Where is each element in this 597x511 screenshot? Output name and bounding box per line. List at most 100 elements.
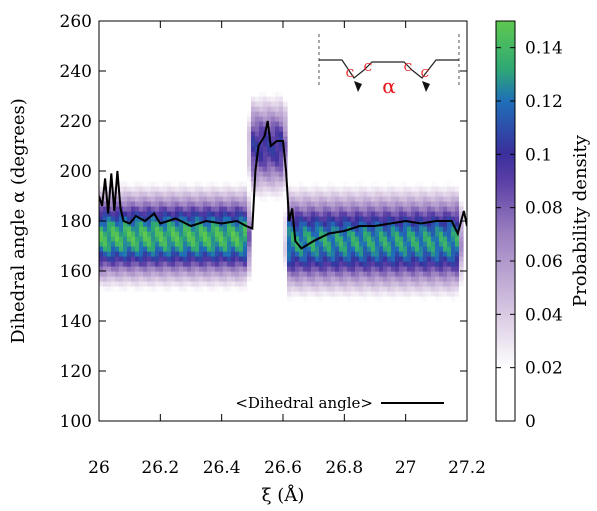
heatmap-cell <box>207 236 212 242</box>
heatmap-cell <box>155 281 160 287</box>
heatmap-cell <box>387 281 392 287</box>
heatmap-cell <box>231 271 236 277</box>
heatmap-cell <box>331 186 336 192</box>
heatmap-cell <box>423 206 428 212</box>
heatmap-cell <box>215 246 220 252</box>
heatmap-cell <box>423 301 428 307</box>
heatmap-cell <box>127 176 132 182</box>
heatmap-cell <box>295 226 300 232</box>
heatmap-cell <box>139 241 144 247</box>
heatmap-cell <box>407 196 412 202</box>
heatmap-cell <box>103 251 108 257</box>
heatmap-cell <box>195 231 200 237</box>
heatmap-cell <box>247 276 252 282</box>
heatmap-cell <box>279 176 284 182</box>
heatmap-cell <box>159 286 164 292</box>
heatmap-cell <box>287 236 292 242</box>
heatmap-cell <box>395 226 400 232</box>
heatmap-cell <box>435 206 440 212</box>
heatmap-cell <box>431 236 436 242</box>
heatmap-cell <box>459 206 464 212</box>
heatmap-cell <box>151 231 156 237</box>
heatmap-cell <box>351 216 356 222</box>
heatmap-cell <box>271 101 276 107</box>
heatmap-cell <box>139 206 144 212</box>
heatmap-cell <box>347 286 352 292</box>
heatmap-cell <box>335 241 340 247</box>
heatmap-cell <box>307 251 312 257</box>
heatmap-cell <box>283 101 288 107</box>
heatmap-cell <box>331 266 336 272</box>
heatmap-cell <box>323 271 328 277</box>
heatmap-cell <box>319 226 324 232</box>
heatmap-cell <box>455 286 460 292</box>
heatmap-cell <box>295 236 300 242</box>
heatmap-cell <box>427 296 432 302</box>
heatmap-cell <box>227 231 232 237</box>
heatmap-cell <box>143 221 148 227</box>
colorbar-tick-label: 0.08 <box>525 199 563 219</box>
heatmap-cell <box>291 296 296 302</box>
heatmap-cell <box>115 246 120 252</box>
heatmap-cell <box>191 246 196 252</box>
heatmap-cell <box>271 181 276 187</box>
heatmap-cell <box>271 196 276 202</box>
heatmap-cell <box>343 216 348 222</box>
heatmap-cell <box>243 261 248 267</box>
x-tick-label: 27.2 <box>448 458 486 478</box>
heatmap-cell <box>243 276 248 282</box>
heatmap-cell <box>195 236 200 242</box>
heatmap-cell <box>279 86 284 92</box>
heatmap-cell <box>247 261 252 267</box>
heatmap-cell <box>431 176 436 182</box>
heatmap-cell <box>375 301 380 307</box>
heatmap-cell <box>291 291 296 297</box>
heatmap-cell <box>339 211 344 217</box>
heatmap-cell <box>383 286 388 292</box>
heatmap-cell <box>123 231 128 237</box>
heatmap-cell <box>455 206 460 212</box>
heatmap-cell <box>363 226 368 232</box>
heatmap-cell <box>123 281 128 287</box>
heatmap-cell <box>391 281 396 287</box>
heatmap-cell <box>311 221 316 227</box>
heatmap-cell <box>327 186 332 192</box>
heatmap-cell <box>155 201 160 207</box>
heatmap-cell <box>323 186 328 192</box>
heatmap-cell <box>247 256 252 262</box>
heatmap-cell <box>163 251 168 257</box>
heatmap-cell <box>343 236 348 242</box>
heatmap-cell <box>255 186 260 192</box>
heatmap-cell <box>291 196 296 202</box>
heatmap-cell <box>455 276 460 282</box>
heatmap-cell <box>435 291 440 297</box>
heatmap-cell <box>447 281 452 287</box>
heatmap-cell <box>439 231 444 237</box>
heatmap-cell <box>403 251 408 257</box>
heatmap-cell <box>151 201 156 207</box>
heatmap-cell <box>131 256 136 262</box>
heatmap-cell <box>279 116 284 122</box>
heatmap-cell <box>207 186 212 192</box>
heatmap-cell <box>451 216 456 222</box>
heatmap-cell <box>147 251 152 257</box>
heatmap-cell <box>371 286 376 292</box>
heatmap-cell <box>379 291 384 297</box>
heatmap-cell <box>319 191 324 197</box>
heatmap-cell <box>311 251 316 257</box>
heatmap-cell <box>339 291 344 297</box>
heatmap-cell <box>115 201 120 207</box>
heatmap-cell <box>391 201 396 207</box>
heatmap-cell <box>115 241 120 247</box>
heatmap-cell <box>155 246 160 252</box>
heatmap-cell <box>123 226 128 232</box>
heatmap-cell <box>283 246 288 252</box>
heatmap-cell <box>183 241 188 247</box>
heatmap-cell <box>415 176 420 182</box>
heatmap-cell <box>311 206 316 212</box>
heatmap-cell <box>347 261 352 267</box>
heatmap-cell <box>227 266 232 272</box>
heatmap-cell <box>455 211 460 217</box>
heatmap-cell <box>331 211 336 217</box>
heatmap-cell <box>179 196 184 202</box>
